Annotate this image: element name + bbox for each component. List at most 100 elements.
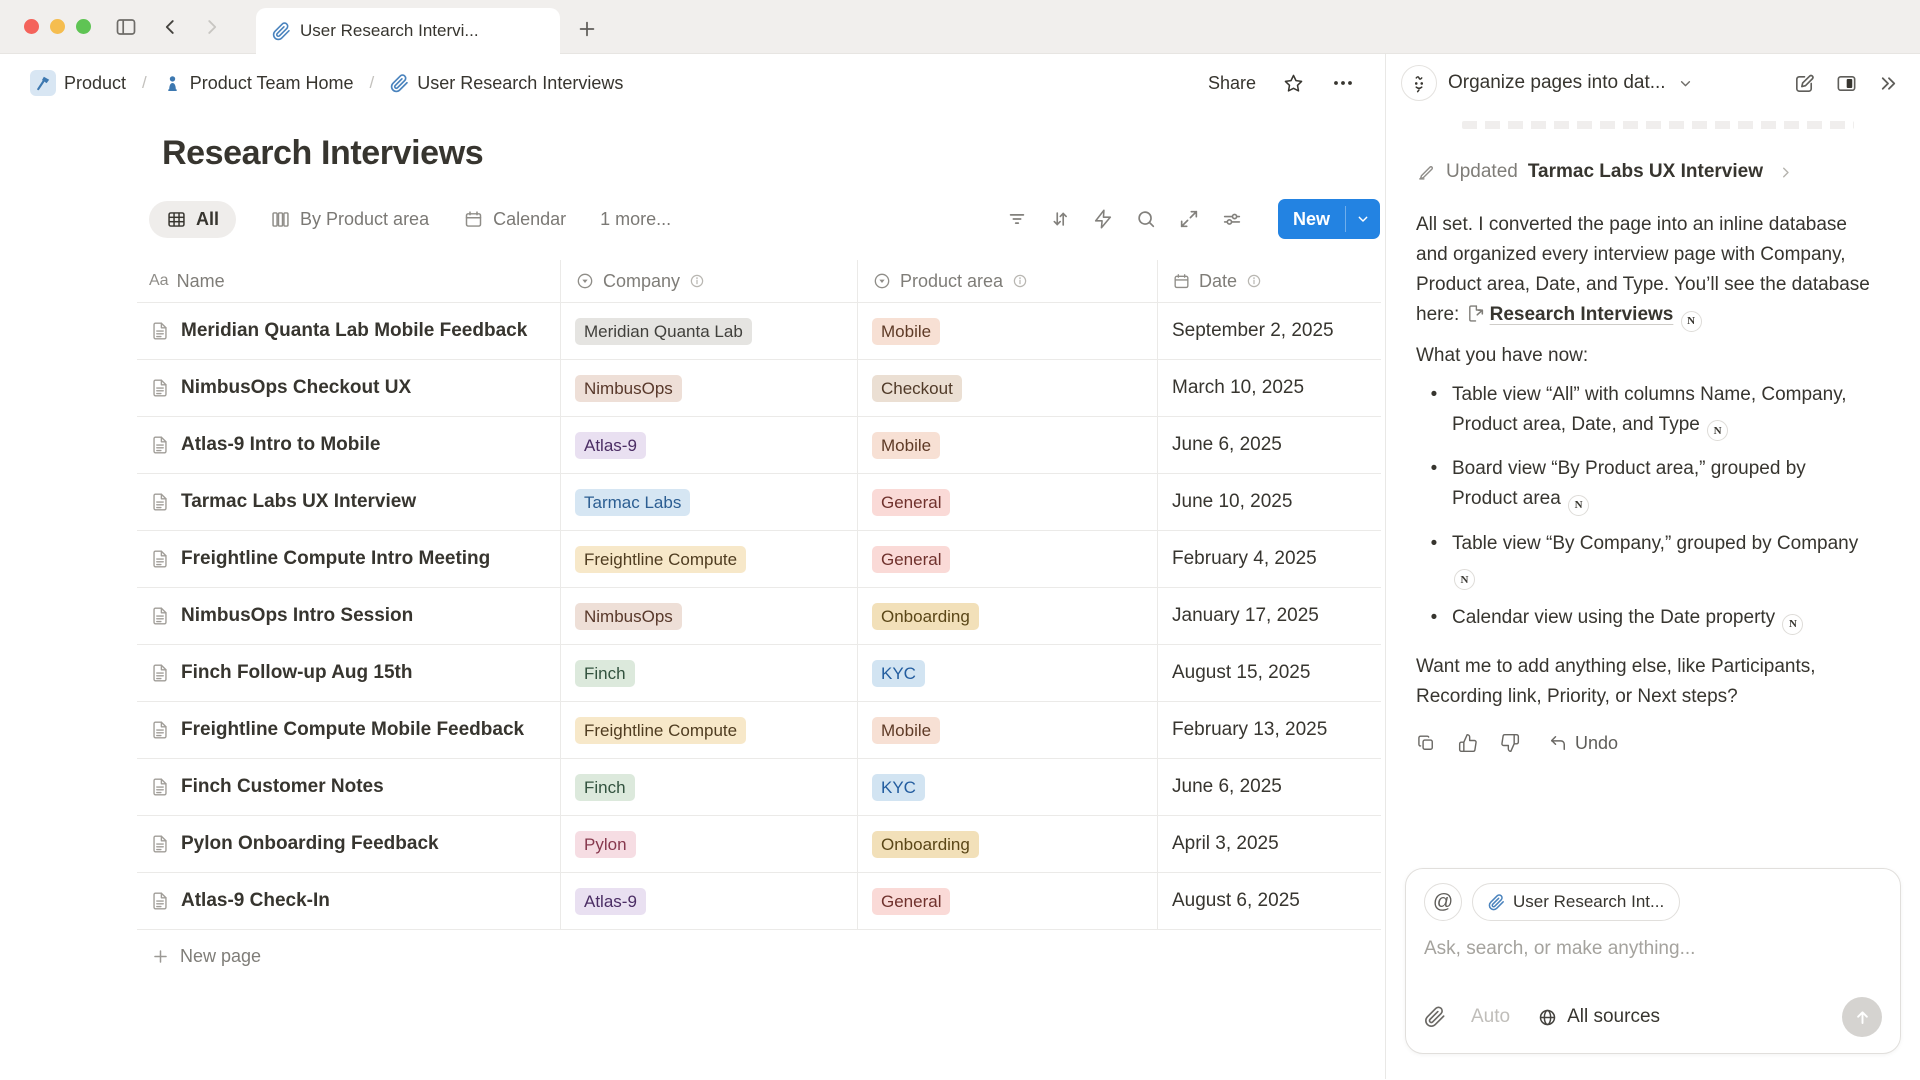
new-page-button[interactable]: New page (137, 930, 1381, 982)
panel-layout-icon[interactable] (1835, 72, 1858, 95)
zoom-window-button[interactable] (76, 19, 91, 34)
row-company-cell[interactable]: Pylon (560, 816, 857, 872)
attach-paperclip-icon[interactable] (1424, 1006, 1446, 1028)
row-name-cell[interactable]: Freightline Compute Mobile Feedback (137, 702, 560, 758)
row-date-cell[interactable]: February 4, 2025 (1157, 531, 1381, 587)
table-row[interactable]: Freightline Compute Intro Meeting Freigh… (137, 531, 1381, 588)
notion-page-badge-icon[interactable]: N (1680, 310, 1702, 332)
row-area-cell[interactable]: General (857, 531, 1157, 587)
breadcrumb-item-product[interactable]: Product (24, 67, 132, 99)
row-date-cell[interactable]: August 6, 2025 (1157, 873, 1381, 929)
sort-icon[interactable] (1049, 208, 1071, 230)
table-row[interactable]: Finch Customer Notes Finch KYC June 6, 2… (137, 759, 1381, 816)
row-date-cell[interactable]: January 17, 2025 (1157, 588, 1381, 644)
new-chat-compose-icon[interactable] (1793, 72, 1816, 95)
back-button[interactable] (155, 12, 185, 42)
row-name-cell[interactable]: Pylon Onboarding Feedback (137, 816, 560, 872)
table-row[interactable]: Finch Follow-up Aug 15th Finch KYC Augus… (137, 645, 1381, 702)
ai-prompt-input[interactable]: Ask, search, or make anything... (1424, 938, 1696, 959)
thumbs-up-icon[interactable] (1458, 733, 1478, 753)
view-settings-icon[interactable] (1221, 208, 1243, 230)
table-row[interactable]: Meridian Quanta Lab Mobile Feedback Meri… (137, 303, 1381, 360)
breadcrumb-item-team-home[interactable]: Product Team Home (157, 70, 360, 97)
forward-button[interactable] (197, 12, 227, 42)
row-company-cell[interactable]: Atlas-9 (560, 417, 857, 473)
table-row[interactable]: Atlas-9 Intro to Mobile Atlas-9 Mobile J… (137, 417, 1381, 474)
browser-tab[interactable]: User Research Intervi... (256, 8, 560, 54)
row-area-cell[interactable]: KYC (857, 759, 1157, 815)
row-company-cell[interactable]: Atlas-9 (560, 873, 857, 929)
row-date-cell[interactable]: June 6, 2025 (1157, 417, 1381, 473)
row-area-cell[interactable]: General (857, 873, 1157, 929)
row-company-cell[interactable]: Freightline Compute (560, 531, 857, 587)
row-company-cell[interactable]: Finch (560, 759, 857, 815)
row-name-cell[interactable]: Tarmac Labs UX Interview (137, 474, 560, 530)
row-date-cell[interactable]: February 13, 2025 (1157, 702, 1381, 758)
table-row[interactable]: NimbusOps Intro Session NimbusOps Onboar… (137, 588, 1381, 645)
row-name-cell[interactable]: Atlas-9 Check-In (137, 873, 560, 929)
row-date-cell[interactable]: September 2, 2025 (1157, 303, 1381, 359)
column-header-company[interactable]: Company (560, 260, 857, 302)
view-tab-by-product-area[interactable]: By Product area (270, 209, 429, 230)
filter-icon[interactable] (1006, 208, 1028, 230)
send-button[interactable] (1842, 997, 1882, 1037)
row-company-cell[interactable]: Meridian Quanta Lab (560, 303, 857, 359)
copy-icon[interactable] (1416, 733, 1436, 753)
updated-page-row[interactable]: Updated Tarmac Labs UX Interview (1416, 161, 1890, 183)
context-page-pill[interactable]: User Research Int... (1472, 883, 1681, 921)
row-name-cell[interactable]: NimbusOps Checkout UX (137, 360, 560, 416)
column-header-date[interactable]: Date (1157, 260, 1381, 302)
more-views-button[interactable]: 1 more... (600, 208, 672, 229)
new-dropdown-chevron-icon[interactable] (1346, 199, 1380, 239)
notion-page-badge-icon[interactable]: N (1782, 613, 1804, 635)
row-area-cell[interactable]: KYC (857, 645, 1157, 701)
row-date-cell[interactable]: April 3, 2025 (1157, 816, 1381, 872)
row-date-cell[interactable]: March 10, 2025 (1157, 360, 1381, 416)
row-name-cell[interactable]: Meridian Quanta Lab Mobile Feedback (137, 303, 560, 359)
share-button[interactable]: Share (1207, 72, 1256, 93)
notion-page-badge-icon[interactable]: N (1707, 420, 1729, 441)
table-row[interactable]: Freightline Compute Mobile Feedback Frei… (137, 702, 1381, 759)
row-name-cell[interactable]: Atlas-9 Intro to Mobile (137, 417, 560, 473)
collapse-panel-chevrons-icon[interactable] (1877, 72, 1900, 95)
expand-icon[interactable] (1178, 208, 1200, 230)
row-area-cell[interactable]: Mobile (857, 417, 1157, 473)
row-area-cell[interactable]: Onboarding (857, 816, 1157, 872)
table-row[interactable]: Atlas-9 Check-In Atlas-9 General August … (137, 873, 1381, 930)
minimize-window-button[interactable] (50, 19, 65, 34)
breadcrumb-item-current-page[interactable]: User Research Interviews (384, 70, 629, 97)
row-company-cell[interactable]: NimbusOps (560, 360, 857, 416)
row-name-cell[interactable]: NimbusOps Intro Session (137, 588, 560, 644)
notion-page-badge-icon[interactable]: N (1568, 494, 1590, 516)
new-tab-button[interactable] (572, 14, 602, 44)
mention-at-button[interactable]: @ (1424, 883, 1462, 921)
ai-thread-title[interactable]: Organize pages into dat... (1448, 72, 1666, 93)
row-area-cell[interactable]: General (857, 474, 1157, 530)
new-button[interactable]: New (1277, 199, 1380, 239)
sidebar-toggle-icon[interactable] (111, 12, 141, 42)
chevron-down-icon[interactable] (1677, 75, 1694, 92)
close-window-button[interactable] (24, 19, 39, 34)
row-date-cell[interactable]: June 6, 2025 (1157, 759, 1381, 815)
row-name-cell[interactable]: Finch Follow-up Aug 15th (137, 645, 560, 701)
ai-input-box[interactable]: @ User Research Int... Ask, search, or m… (1405, 868, 1901, 1054)
thumbs-down-icon[interactable] (1500, 733, 1520, 753)
row-date-cell[interactable]: June 10, 2025 (1157, 474, 1381, 530)
row-name-cell[interactable]: Freightline Compute Intro Meeting (137, 531, 560, 587)
automation-zap-icon[interactable] (1092, 208, 1114, 230)
search-icon[interactable] (1135, 208, 1157, 230)
row-name-cell[interactable]: Finch Customer Notes (137, 759, 560, 815)
row-company-cell[interactable]: Finch (560, 645, 857, 701)
research-interviews-link[interactable]: Research Interviews (1489, 304, 1674, 325)
table-row[interactable]: Tarmac Labs UX Interview Tarmac Labs Gen… (137, 474, 1381, 531)
column-header-name[interactable]: Aa Name (149, 270, 225, 291)
notion-page-badge-icon[interactable]: N (1454, 569, 1475, 590)
view-tab-all[interactable]: All (149, 200, 237, 238)
row-area-cell[interactable]: Mobile (857, 702, 1157, 758)
row-company-cell[interactable]: Freightline Compute (560, 702, 857, 758)
row-area-cell[interactable]: Mobile (857, 303, 1157, 359)
undo-button[interactable]: Undo (1548, 733, 1618, 754)
favorite-star-icon[interactable] (1282, 72, 1305, 95)
row-area-cell[interactable]: Checkout (857, 360, 1157, 416)
row-company-cell[interactable]: NimbusOps (560, 588, 857, 644)
